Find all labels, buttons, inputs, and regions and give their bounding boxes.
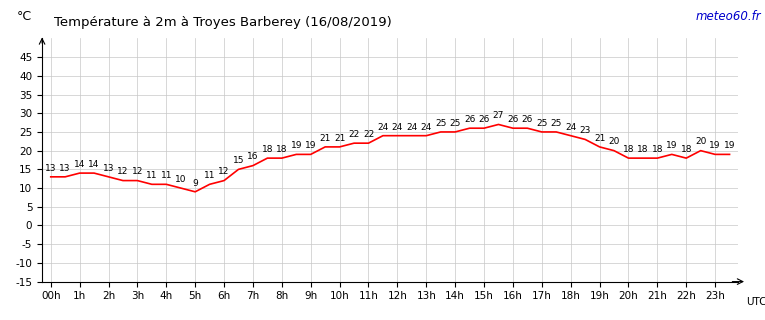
Text: 26: 26 bbox=[464, 115, 475, 124]
Text: 26: 26 bbox=[478, 115, 490, 124]
Text: 24: 24 bbox=[406, 123, 418, 132]
Text: 25: 25 bbox=[450, 119, 461, 128]
Text: 18: 18 bbox=[637, 145, 649, 154]
Text: 18: 18 bbox=[262, 145, 273, 154]
Text: 18: 18 bbox=[276, 145, 288, 154]
Text: 19: 19 bbox=[305, 141, 317, 150]
Text: UTC: UTC bbox=[746, 297, 765, 307]
Text: 11: 11 bbox=[203, 171, 216, 180]
Text: 19: 19 bbox=[709, 141, 721, 150]
Text: 12: 12 bbox=[117, 167, 129, 176]
Text: 19: 19 bbox=[724, 141, 735, 150]
Text: 9: 9 bbox=[192, 179, 198, 188]
Text: 20: 20 bbox=[608, 138, 620, 147]
Text: 21: 21 bbox=[334, 134, 345, 143]
Text: 12: 12 bbox=[218, 167, 230, 176]
Text: 22: 22 bbox=[363, 130, 374, 139]
Text: 11: 11 bbox=[161, 171, 172, 180]
Text: meteo60.fr: meteo60.fr bbox=[695, 10, 761, 23]
Text: Température à 2m à Troyes Barberey (16/08/2019): Température à 2m à Troyes Barberey (16/0… bbox=[54, 16, 392, 29]
Text: 15: 15 bbox=[233, 156, 244, 165]
Text: 10: 10 bbox=[175, 175, 187, 184]
Text: 22: 22 bbox=[348, 130, 360, 139]
Text: °C: °C bbox=[17, 10, 32, 23]
Text: 24: 24 bbox=[565, 123, 576, 132]
Text: 25: 25 bbox=[551, 119, 562, 128]
Text: 27: 27 bbox=[493, 111, 504, 120]
Text: 24: 24 bbox=[377, 123, 389, 132]
Text: 20: 20 bbox=[695, 138, 706, 147]
Text: 25: 25 bbox=[435, 119, 447, 128]
Text: 12: 12 bbox=[132, 167, 143, 176]
Text: 18: 18 bbox=[652, 145, 663, 154]
Text: 18: 18 bbox=[623, 145, 634, 154]
Text: 21: 21 bbox=[320, 134, 330, 143]
Text: 16: 16 bbox=[247, 152, 259, 162]
Text: 14: 14 bbox=[74, 160, 86, 169]
Text: 13: 13 bbox=[60, 164, 71, 173]
Text: 14: 14 bbox=[89, 160, 99, 169]
Text: 13: 13 bbox=[45, 164, 57, 173]
Text: 24: 24 bbox=[421, 123, 432, 132]
Text: 21: 21 bbox=[594, 134, 605, 143]
Text: 24: 24 bbox=[392, 123, 403, 132]
Text: 26: 26 bbox=[507, 115, 519, 124]
Text: 13: 13 bbox=[103, 164, 114, 173]
Text: 23: 23 bbox=[579, 126, 591, 135]
Text: 25: 25 bbox=[536, 119, 548, 128]
Text: 26: 26 bbox=[522, 115, 533, 124]
Text: 19: 19 bbox=[291, 141, 302, 150]
Text: 19: 19 bbox=[666, 141, 678, 150]
Text: 18: 18 bbox=[681, 145, 692, 154]
Text: 11: 11 bbox=[146, 171, 158, 180]
